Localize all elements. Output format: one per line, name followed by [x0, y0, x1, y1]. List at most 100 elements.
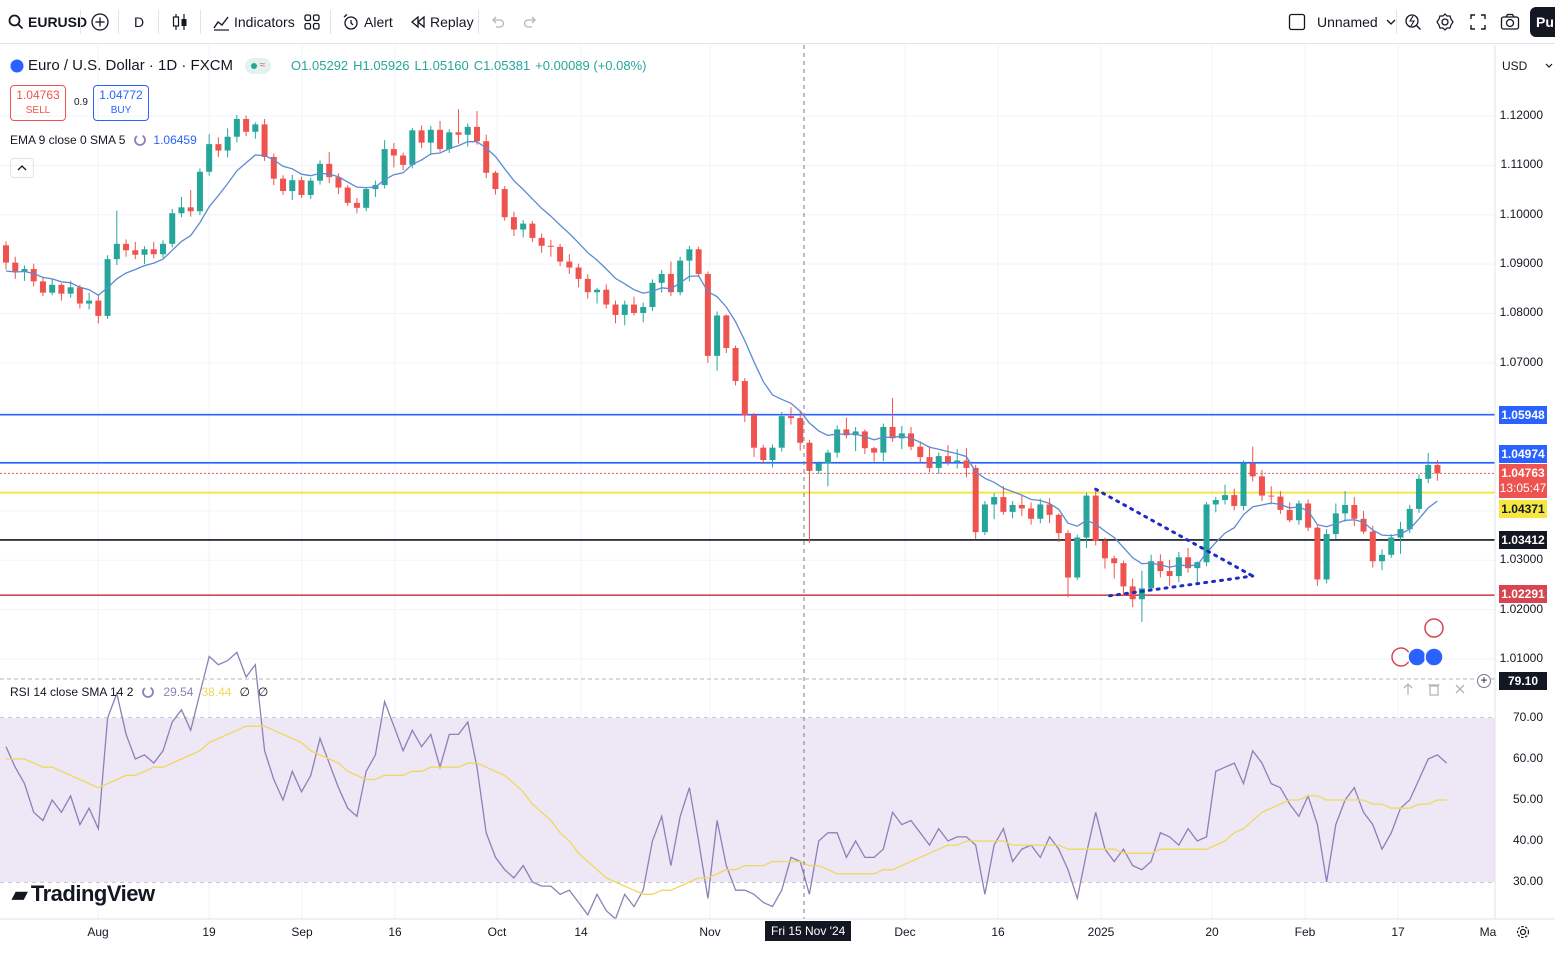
candle-body: [926, 457, 933, 468]
undo-button[interactable]: [490, 0, 506, 44]
candle-body: [640, 307, 647, 313]
currency-selector[interactable]: USD: [1502, 59, 1553, 73]
candle-body: [871, 448, 878, 453]
candle-body: [12, 262, 19, 272]
triangle-pattern-drawing[interactable]: [1094, 487, 1255, 598]
tradingview-logo[interactable]: ▰ TradingView: [12, 881, 155, 907]
candle-body: [1258, 476, 1265, 496]
ohlc-low: L1.05160: [414, 58, 469, 73]
alert-button[interactable]: Alert: [342, 0, 393, 44]
settings-button[interactable]: [1436, 0, 1454, 44]
redo-button[interactable]: [522, 0, 538, 44]
candle-body: [132, 250, 139, 255]
tv-logo-text: TradingView: [30, 881, 155, 906]
interval-button[interactable]: D: [134, 0, 144, 44]
quick-search-button[interactable]: [1404, 0, 1422, 44]
buy-button[interactable]: 1.04772 BUY: [93, 85, 149, 121]
scale-settings-button[interactable]: [1516, 925, 1530, 944]
symbol-search[interactable]: EURUSD: [8, 0, 87, 44]
current-price-tag: 1.04763 13:05:47: [1499, 464, 1547, 498]
candle-body: [270, 156, 277, 179]
add-plus-icon[interactable]: +: [1477, 674, 1491, 688]
candle-body: [224, 136, 231, 151]
candle-body: [1277, 496, 1284, 510]
candle-body: [150, 249, 157, 255]
indicators-button[interactable]: Indicators: [212, 0, 295, 44]
sell-button[interactable]: 1.04763 SELL: [10, 85, 66, 121]
collapse-legend-button[interactable]: [10, 158, 34, 178]
candle-body: [714, 315, 721, 356]
divider: [478, 10, 479, 34]
crosshair-date-label: Fri 15 Nov '24: [765, 921, 852, 941]
trash-icon[interactable]: [1426, 681, 1442, 697]
candle-body: [1018, 504, 1025, 509]
market-status[interactable]: ≈: [245, 57, 272, 74]
candle-body: [464, 126, 471, 135]
gear-icon: [1436, 13, 1454, 31]
divider: [1396, 10, 1397, 34]
candle-body: [1055, 514, 1062, 534]
candle-body: [557, 246, 564, 262]
flag-eu-icon[interactable]: [1407, 647, 1427, 667]
candle-body: [289, 180, 296, 192]
level-tag-blue-lower: 1.04974: [1499, 445, 1547, 463]
date-tick-label: 19: [202, 925, 216, 939]
rsi-value: 29.54: [163, 685, 194, 699]
candle-body: [316, 163, 323, 181]
candle-body: [1009, 504, 1016, 512]
ema-label: EMA 9 close 0 SMA 5: [10, 133, 126, 147]
chart-type-button[interactable]: [170, 0, 190, 44]
rsi-legend[interactable]: RSI 14 close SMA 14 2 29.54 38.44 ∅ ∅: [10, 685, 268, 699]
compare-button[interactable]: [90, 0, 110, 44]
rsi-label: RSI 14 close SMA 14 2: [10, 685, 134, 699]
candle-body: [261, 124, 268, 157]
spread-value: 0.9: [74, 97, 88, 108]
candle-body: [686, 249, 693, 261]
candle-body: [58, 284, 65, 294]
flag-eu-icon[interactable]: [1424, 647, 1444, 667]
date-tick-label: 16: [991, 925, 1005, 939]
candle-body: [630, 304, 637, 313]
candle-body: [326, 163, 333, 178]
candle-body: [446, 132, 453, 150]
candle-body: [594, 289, 601, 293]
buy-label: BUY: [110, 105, 132, 116]
candle-body: [344, 187, 351, 203]
close-icon[interactable]: [1452, 681, 1468, 697]
candle-body: [972, 467, 979, 533]
templates-button[interactable]: [303, 0, 321, 44]
candle-body: [760, 447, 767, 461]
price-tick-label: 1.03000: [1499, 552, 1543, 567]
flag-us-icon[interactable]: [1424, 618, 1444, 638]
layout-name: Unnamed: [1317, 14, 1378, 30]
candle-body: [658, 273, 665, 283]
top-toolbar: EURUSD D Indicators Alert Replay Unnamed: [0, 0, 1555, 44]
date-tick-label: Ma: [1479, 925, 1497, 939]
layout-button[interactable]: Unnamed: [1288, 0, 1396, 44]
ema-legend[interactable]: EMA 9 close 0 SMA 5 1.06459: [10, 133, 197, 147]
grid-icon: [304, 14, 320, 30]
candle-body: [400, 155, 407, 165]
candle-body: [1323, 534, 1330, 580]
arrow-up-icon[interactable]: [1400, 681, 1416, 697]
symbol-title[interactable]: Euro / U.S. Dollar · 1D · FXCM: [28, 57, 234, 74]
tv-mark-icon: ▰: [12, 883, 27, 906]
price-tick-label: 1.12000: [1499, 108, 1543, 122]
candle-body: [944, 456, 951, 463]
candle-body: [510, 217, 517, 230]
replay-button[interactable]: Replay: [410, 0, 474, 44]
candle-body: [49, 284, 56, 293]
chart-area[interactable]: Euro / U.S. Dollar · 1D · FXCM ≈ O1.0529…: [0, 45, 1555, 955]
snapshot-button[interactable]: [1500, 0, 1520, 44]
chart-canvas[interactable]: [0, 45, 1555, 955]
candle-body: [455, 132, 462, 135]
candle-body: [123, 243, 130, 251]
ohlc-open: O1.05292: [291, 58, 349, 73]
candle-body: [778, 416, 785, 448]
fullscreen-button[interactable]: [1469, 0, 1487, 44]
publish-button[interactable]: Pu: [1530, 7, 1555, 37]
current-price: 1.04763: [1501, 466, 1545, 480]
candle-body: [1148, 561, 1155, 589]
event-icons[interactable]: [1391, 618, 1444, 667]
candle-body: [1065, 533, 1072, 578]
